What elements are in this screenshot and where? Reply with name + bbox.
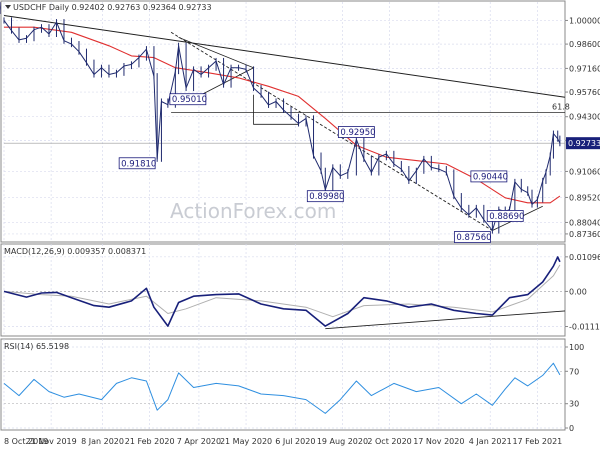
swing-label-text: 0.88690 [489, 212, 524, 222]
price-y-tick-label: 1.00000 [569, 16, 600, 25]
main-downtrend-line [3, 15, 566, 98]
macd-layer [3, 256, 566, 330]
swing-label-text: 0.91810 [121, 159, 156, 169]
swing-label: 0.88690 [486, 210, 524, 222]
rsi-y-tick-label: 0 [569, 424, 574, 433]
macd-y-tick-label: 0.010967 [569, 253, 600, 262]
last-price-value: 0.92733 [568, 139, 600, 148]
rsi-y-tick-label: 30 [569, 400, 579, 409]
price-y-tick-label: 0.91060 [569, 167, 600, 176]
swing-label-text: 0.87560 [456, 233, 491, 243]
price-y-tick-label: 0.94300 [569, 113, 600, 122]
swing-label-box [470, 170, 508, 183]
x-tick-label: 2 Oct 2020 [367, 437, 411, 446]
rsi-line [3, 362, 561, 414]
watermark: ActionForex.com [170, 199, 336, 223]
y-axes: 1.000000.986000.971600.957600.943000.929… [565, 16, 600, 433]
macd-y-tick-label: 0.00 [569, 287, 587, 296]
x-tick-label: 8 Jan 2020 [81, 437, 124, 446]
rsi-panel-frame [0, 338, 566, 431]
x-tick-label: 21 May 2020 [220, 437, 272, 446]
last-price-tag-bg [566, 137, 600, 150]
rsi-y-tick-label: 70 [569, 367, 579, 376]
x-tick-label: 21 Nov 2019 [25, 437, 76, 446]
swing-label: 0.87560 [453, 231, 492, 243]
swing-labels: 1.00290 0.95010 0.91810 0.92950 0.89980 0.904… [0, 2, 524, 243]
rsi-y-tick-label: 100 [569, 343, 584, 352]
x-tick-label: 17 Feb 2021 [512, 437, 562, 446]
macd-header: MACD(12,26,9) 0.009357 0.008371 [4, 247, 146, 256]
swing-label-box [118, 157, 156, 170]
x-tick-label: 7 Apr 2020 [177, 437, 221, 446]
swing-label-text: 0.89980 [309, 192, 344, 202]
price-y-tick-label: 0.88040 [569, 218, 600, 227]
swing-label: 0.91810 [118, 157, 156, 170]
dashed-trend-line [170, 31, 493, 231]
macd-y-tick-label: -0.011127 [569, 323, 600, 332]
swing-label-box [453, 231, 491, 243]
swing-label: 0.90440 [470, 170, 508, 183]
swing-label: 0.89980 [306, 190, 344, 203]
price-y-tick-label: 0.97160 [569, 64, 600, 73]
x-tick-label: 4 Jan 2021 [469, 437, 512, 446]
swing-label-box [337, 126, 375, 138]
x-tick-label: 6 Jul 2020 [275, 437, 315, 446]
sma-line [4, 26, 561, 204]
swing-label-text: 0.92950 [340, 128, 375, 138]
swing-label: 0.95010 [169, 93, 207, 106]
macd-line [3, 256, 561, 327]
fib-61-8-label: 61.8 [552, 102, 570, 111]
swing-label-box [486, 210, 524, 222]
swing-label-box [306, 190, 344, 203]
macd-panel-frame [0, 243, 566, 337]
swing-label: 0.92950 [337, 126, 376, 138]
price-header: USDCHF Daily 0.92402 0.92763 0.92364 0.9… [13, 3, 212, 12]
swing-label-text: 0.95010 [172, 95, 207, 105]
x-tick-label: 17 Nov 2020 [413, 437, 464, 446]
swing-label-box [169, 93, 207, 106]
swing-label-text: 0.90440 [473, 172, 508, 182]
last-price-tag: 0.92733 [566, 137, 600, 150]
price-y-tick-label: 0.87360 [569, 230, 600, 239]
price-y-tick-label: 0.95760 [569, 88, 600, 97]
x-tick-label: 21 Feb 2020 [125, 437, 175, 446]
x-tick-label: 8 Oct 2019 [4, 437, 48, 446]
dropdown-triangle-icon[interactable] [5, 5, 11, 9]
swing-label: 1.00290 [0, 2, 1, 14]
rsi-layer [3, 362, 565, 414]
x-tick-label: 19 Aug 2020 [317, 437, 368, 446]
swing-label-text: 1.00290 [0, 4, 1, 14]
rsi-header: RSI(14) 65.5198 [4, 342, 69, 351]
macd-trendline [325, 310, 566, 330]
price-y-tick-label: 0.89520 [569, 193, 600, 202]
price-y-tick-label: 0.98600 [569, 40, 600, 49]
